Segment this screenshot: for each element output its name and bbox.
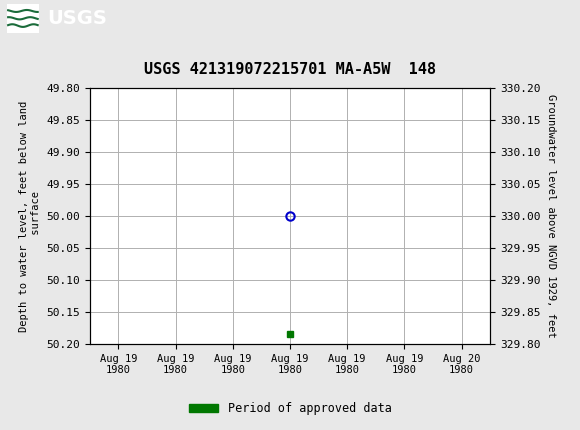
Legend: Period of approved data: Period of approved data bbox=[184, 397, 396, 420]
Y-axis label: Depth to water level, feet below land
 surface: Depth to water level, feet below land su… bbox=[19, 101, 41, 332]
FancyBboxPatch shape bbox=[7, 3, 39, 33]
Y-axis label: Groundwater level above NGVD 1929, feet: Groundwater level above NGVD 1929, feet bbox=[546, 94, 556, 338]
Text: USGS: USGS bbox=[48, 9, 107, 28]
Text: USGS 421319072215701 MA-A5W  148: USGS 421319072215701 MA-A5W 148 bbox=[144, 62, 436, 77]
